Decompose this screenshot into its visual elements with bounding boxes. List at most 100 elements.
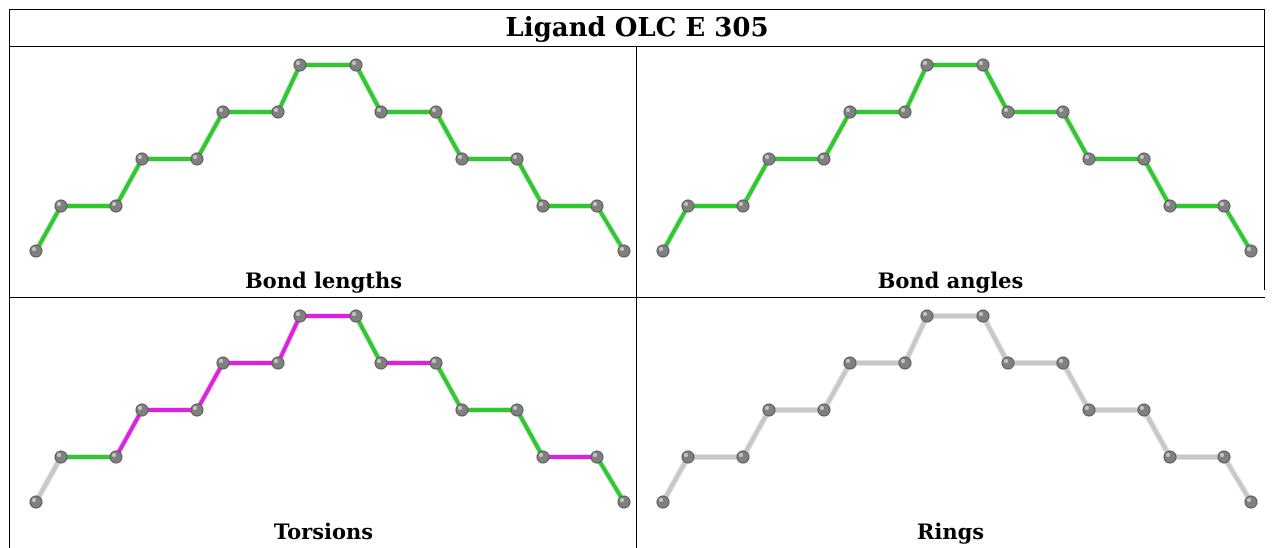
molecule-bond-angles xyxy=(656,58,1258,258)
atom-highlight xyxy=(923,61,927,65)
atom-highlight xyxy=(1140,155,1144,159)
bond xyxy=(595,455,626,504)
title-divider xyxy=(9,46,1265,47)
atom-highlight xyxy=(1059,359,1063,363)
atom-highlight xyxy=(765,155,769,159)
atom-highlight xyxy=(513,155,517,159)
atom xyxy=(976,309,990,323)
atom-highlight xyxy=(112,453,116,457)
atom xyxy=(349,58,363,72)
atom xyxy=(1082,403,1096,417)
atom xyxy=(293,309,307,323)
atom-highlight xyxy=(846,108,850,112)
atom xyxy=(736,199,750,213)
atom xyxy=(920,309,934,323)
atom-highlight xyxy=(659,247,663,251)
molecule-torsions xyxy=(29,309,631,509)
bond xyxy=(195,110,225,161)
panel-label-torsions: Torsions xyxy=(273,519,374,544)
molecule-rings xyxy=(656,309,1258,509)
atom xyxy=(1244,495,1258,509)
bond xyxy=(515,408,545,459)
bond xyxy=(434,361,464,412)
atom xyxy=(349,309,363,323)
atom xyxy=(536,199,550,213)
atom xyxy=(429,356,443,370)
bond xyxy=(822,361,852,412)
atom-highlight xyxy=(57,453,61,457)
molecule-bond-lengths xyxy=(29,58,631,258)
atom-highlight xyxy=(32,247,36,251)
bond xyxy=(276,314,302,365)
bond xyxy=(114,408,144,459)
atom xyxy=(1056,356,1070,370)
atom-highlight xyxy=(112,202,116,206)
atom xyxy=(817,152,831,166)
atom xyxy=(29,495,43,509)
bond xyxy=(195,361,225,412)
atom-highlight xyxy=(593,453,597,457)
atom xyxy=(54,199,68,213)
bond xyxy=(1142,408,1172,459)
atom-highlight xyxy=(979,312,983,316)
atom-highlight xyxy=(539,202,543,206)
atom xyxy=(1001,356,1015,370)
panel-torsions: Torsions xyxy=(10,298,637,548)
atom-highlight xyxy=(979,61,983,65)
bond xyxy=(1061,110,1091,161)
bond xyxy=(276,63,302,114)
atom-highlight xyxy=(377,359,381,363)
atom xyxy=(976,58,990,72)
atom-highlight xyxy=(620,498,624,502)
atom-highlight xyxy=(765,406,769,410)
atom xyxy=(920,58,934,72)
atom-highlight xyxy=(57,202,61,206)
atom-highlight xyxy=(219,108,223,112)
atom xyxy=(190,403,204,417)
atom xyxy=(1056,105,1070,119)
atom xyxy=(656,244,670,258)
atom xyxy=(843,356,857,370)
atom xyxy=(455,152,469,166)
bond xyxy=(981,314,1010,365)
bond xyxy=(354,63,383,114)
atom xyxy=(510,152,524,166)
bond xyxy=(741,408,771,459)
bond xyxy=(1142,157,1172,208)
atom xyxy=(429,105,443,119)
bond xyxy=(434,110,464,161)
right-border xyxy=(1264,9,1265,290)
atom xyxy=(898,356,912,370)
atom-highlight xyxy=(296,312,300,316)
atom-highlight xyxy=(1247,247,1251,251)
atom-highlight xyxy=(1004,359,1008,363)
atom-highlight xyxy=(1059,108,1063,112)
top-border xyxy=(9,9,1265,10)
atom xyxy=(762,152,776,166)
atom xyxy=(1163,199,1177,213)
atom xyxy=(736,450,750,464)
atom-highlight xyxy=(1166,202,1170,206)
atom-highlight xyxy=(1085,155,1089,159)
atom-highlight xyxy=(352,312,356,316)
atom-highlight xyxy=(1220,202,1224,206)
bond xyxy=(595,204,626,253)
atom xyxy=(109,199,123,213)
atom-highlight xyxy=(458,406,462,410)
atom xyxy=(681,199,695,213)
atom xyxy=(1082,152,1096,166)
atom-highlight xyxy=(901,108,905,112)
panel-bond-lengths: Bond lengths xyxy=(10,47,637,297)
atom-highlight xyxy=(1220,453,1224,457)
atom-highlight xyxy=(432,108,436,112)
atom-highlight xyxy=(377,108,381,112)
atom-highlight xyxy=(138,406,142,410)
bond xyxy=(661,204,690,253)
bond xyxy=(34,455,63,504)
atom-highlight xyxy=(1166,453,1170,457)
bond xyxy=(1222,455,1253,504)
atom-highlight xyxy=(539,453,543,457)
atom xyxy=(271,105,285,119)
figure-title: Ligand OLC E 305 xyxy=(505,12,769,43)
bond xyxy=(822,110,852,161)
